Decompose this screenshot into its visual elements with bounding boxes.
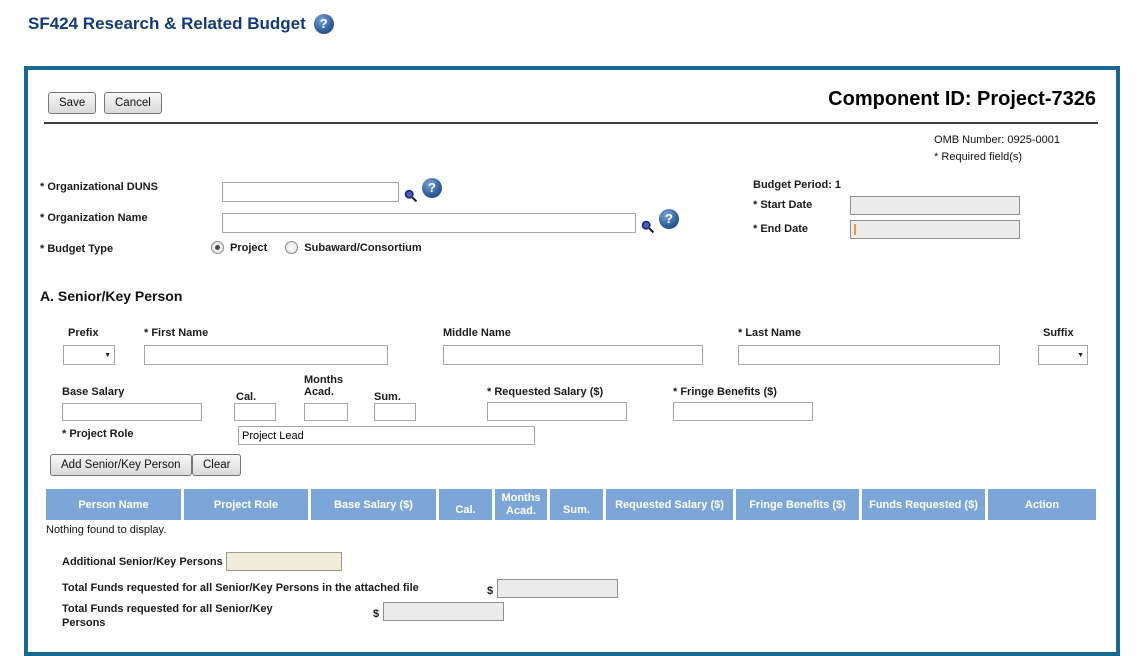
cancel-button[interactable]: Cancel (104, 92, 162, 114)
months-acad-label: Months Acad. (304, 374, 343, 398)
total-funds-attached-file-label: Total Funds requested for all Senior/Key… (62, 582, 419, 594)
chevron-down-icon: ▼ (104, 351, 111, 359)
section-a-heading: A. Senior/Key Person (40, 288, 183, 304)
omb-number: OMB Number: 0925-0001 (934, 134, 1060, 146)
acad-label: Acad. (304, 386, 334, 398)
column-sum: Sum. (550, 489, 603, 520)
column-person-name: Person Name (46, 489, 181, 520)
first-name-label: * First Name (144, 327, 209, 339)
start-date-input[interactable] (850, 196, 1020, 215)
middle-name-label: Middle Name (443, 327, 511, 339)
budget-type-radio-project[interactable] (211, 241, 224, 254)
budget-type-radio-group: Project Subaward/Consortium (211, 241, 434, 254)
additional-senior-key-persons-label: Additional Senior/Key Persons (62, 556, 223, 568)
fringe-benefits-label: * Fringe Benefits ($) (673, 386, 777, 398)
requested-salary-label: * Requested Salary ($) (487, 386, 604, 398)
total-funds-all-persons-label: Total Funds requested for all Senior/Key… (62, 603, 273, 629)
text-cursor (854, 224, 856, 235)
last-name-input[interactable] (738, 345, 1000, 365)
months-label: Months (304, 374, 344, 386)
budget-type-option-subaward[interactable]: Subaward/Consortium (304, 241, 422, 254)
prefix-select[interactable]: ▼ (63, 345, 115, 365)
middle-name-input[interactable] (443, 345, 703, 365)
column-funds-requested: Funds Requested ($) (862, 489, 985, 520)
total-funds-all-persons-input[interactable] (383, 602, 504, 621)
suffix-select[interactable]: ▼ (1038, 345, 1088, 365)
organization-name-label: * Organization Name (40, 212, 148, 224)
budget-type-option-project[interactable]: Project (230, 241, 268, 254)
project-role-label: * Project Role (62, 428, 134, 440)
page-title: SF424 Research & Related Budget (28, 14, 306, 33)
column-project-role: Project Role (184, 489, 308, 520)
column-requested-salary: Requested Salary ($) (606, 489, 733, 520)
clear-button[interactable]: Clear (192, 454, 242, 476)
project-role-input[interactable] (238, 426, 535, 445)
add-senior-key-person-button[interactable]: Add Senior/Key Person (50, 454, 192, 476)
dollar-sign: $ (373, 608, 380, 620)
column-cal: Cal. (439, 489, 492, 520)
acad-months-input[interactable] (304, 403, 348, 421)
suffix-label: Suffix (1043, 327, 1074, 339)
column-fringe-benefits: Fringe Benefits ($) (736, 489, 859, 520)
organizational-duns-label: * Organizational DUNS (40, 181, 158, 193)
page-header: SF424 Research & Related Budget ? (28, 14, 334, 34)
base-salary-label: Base Salary (62, 386, 125, 398)
chevron-down-icon: ▼ (1077, 351, 1084, 359)
column-base-salary: Base Salary ($) (311, 489, 436, 520)
requested-salary-input[interactable] (487, 402, 627, 421)
search-icon[interactable] (641, 220, 655, 234)
additional-senior-key-persons-input[interactable] (226, 552, 342, 571)
column-months-acad: Months Acad. (495, 489, 547, 520)
budget-period-label: Budget Period: 1 (753, 179, 842, 191)
table-empty-message: Nothing found to display. (46, 524, 167, 536)
help-icon[interactable]: ? (313, 14, 334, 34)
fringe-benefits-input[interactable] (673, 402, 813, 421)
component-id-heading: Component ID: Project-7326 (828, 88, 1096, 110)
help-icon[interactable]: ? (422, 178, 442, 198)
base-salary-input[interactable] (62, 403, 202, 421)
first-name-input[interactable] (144, 345, 388, 365)
senior-key-person-table-header: Person Name Project Role Base Salary ($)… (46, 489, 1096, 520)
last-name-label: * Last Name (738, 327, 801, 339)
budget-type-radio-subaward[interactable] (285, 241, 299, 254)
cal-months-input[interactable] (234, 403, 276, 421)
help-icon[interactable]: ? (659, 209, 679, 229)
budget-type-label: * Budget Type (40, 243, 114, 255)
end-date-input[interactable] (850, 220, 1020, 239)
divider (44, 122, 1098, 124)
omb-note: OMB Number: 0925-0001 * Required field(s… (934, 132, 1060, 165)
cal-label: Cal. (236, 391, 257, 403)
search-icon[interactable] (404, 189, 418, 203)
column-action: Action (988, 489, 1096, 520)
dollar-sign: $ (487, 585, 494, 597)
sum-months-input[interactable] (374, 403, 416, 421)
start-date-label: * Start Date (753, 199, 813, 211)
end-date-label: * End Date (753, 223, 809, 235)
required-fields-note: * Required field(s) (934, 150, 1023, 163)
organization-name-input[interactable] (222, 213, 636, 233)
sum-label: Sum. (374, 391, 401, 403)
budget-form-panel: Save Cancel Component ID: Project-7326 O… (24, 66, 1120, 656)
total-funds-attached-file-input[interactable] (497, 579, 618, 598)
save-button[interactable]: Save (48, 92, 97, 114)
prefix-label: Prefix (68, 327, 99, 339)
organizational-duns-input[interactable] (222, 182, 399, 202)
